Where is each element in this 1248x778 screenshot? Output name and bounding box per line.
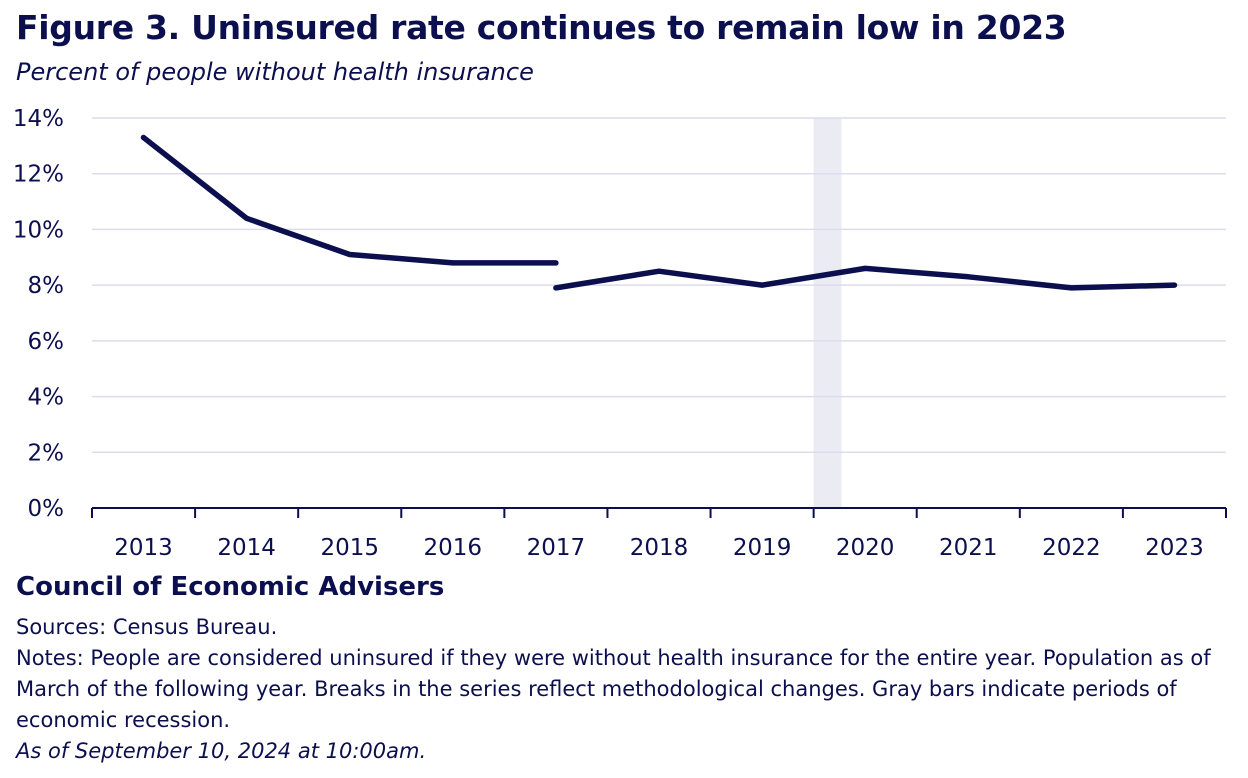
y-tick-label: 10% [13, 217, 64, 243]
y-tick-label: 4% [28, 385, 65, 411]
x-tick-label: 2018 [630, 535, 689, 561]
y-tick-label: 12% [13, 162, 64, 188]
recession-bar [813, 118, 842, 508]
y-tick-label: 2% [28, 440, 65, 466]
y-tick-label: 14% [13, 106, 64, 132]
x-tick-label: 2022 [1042, 535, 1101, 561]
series-line-segment-2 [553, 265, 1178, 291]
y-tick-label: 6% [28, 329, 65, 355]
x-tick-label: 2021 [939, 535, 998, 561]
series-lines [140, 134, 1178, 291]
notes-text: Notes: People are considered uninsured i… [16, 646, 1211, 732]
x-axis [91, 507, 1227, 518]
x-tick-label: 2015 [320, 535, 379, 561]
chart-subtitle: Percent of people without health insuran… [16, 58, 534, 86]
x-tick-label: 2023 [1145, 535, 1204, 561]
recession-bars [813, 118, 842, 508]
sources-note: Sources: Census Bureau. [16, 615, 278, 639]
x-tick-label: 2020 [836, 535, 895, 561]
line-chart: 0% 2% 4% 6% 8% 10% 12% 14% 2013 2014 2015 2016 2017… [13, 106, 1227, 561]
y-tick-label: 8% [28, 273, 65, 299]
x-tick-label: 2016 [424, 535, 483, 561]
x-axis-tick-labels: 2013 2014 2015 2016 2017 2018 2019 2020 2021 2022… [114, 535, 1203, 561]
x-tick-label: 2017 [527, 535, 586, 561]
y-axis-tick-labels: 0% 2% 4% 6% 8% 10% 12% 14% [13, 106, 64, 522]
chart-title: Figure 3. Uninsured rate continues to re… [16, 8, 1067, 47]
x-tick-label: 2014 [217, 535, 276, 561]
x-tick-label: 2019 [733, 535, 792, 561]
x-tick-label: 2013 [114, 535, 173, 561]
as-of-date: As of September 10, 2024 at 10:00am. [16, 739, 427, 763]
organization-name: Council of Economic Advisers [16, 572, 445, 602]
series-line-segment-1 [140, 134, 559, 266]
y-tick-label: 0% [28, 496, 65, 522]
